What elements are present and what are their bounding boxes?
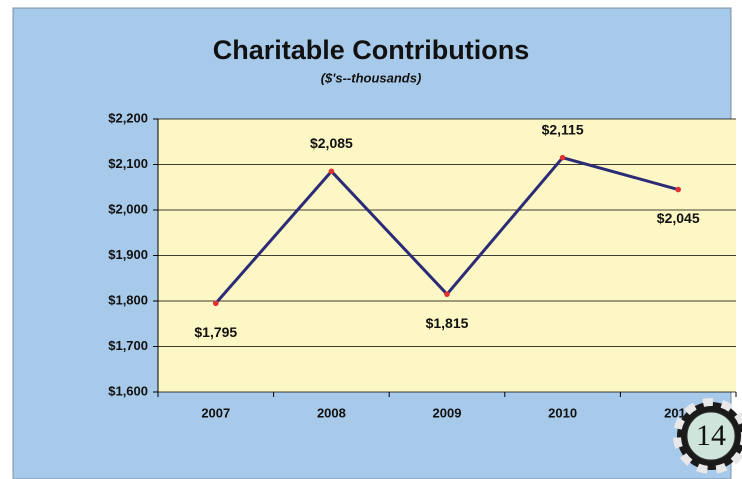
chip-center	[686, 411, 736, 461]
y-tick-label: $1,900	[108, 247, 148, 262]
chart-subtitle: ($'s--thousands)	[321, 70, 422, 85]
data-point	[444, 291, 450, 297]
data-point	[559, 154, 566, 161]
x-tick-label: 2009	[433, 405, 462, 420]
data-label: $2,045	[657, 210, 700, 226]
data-label: $1,815	[426, 315, 469, 331]
data-point	[213, 300, 219, 307]
chip-stripes	[673, 398, 742, 474]
data-label: $2,115	[542, 121, 584, 137]
data-point	[675, 186, 681, 193]
data-label: $1,795	[194, 324, 237, 340]
y-tick-label: $1,800	[108, 292, 148, 307]
y-tick-label: $2,000	[108, 201, 148, 216]
page-chip: 14	[673, 398, 742, 474]
chart-title: Charitable Contributions	[213, 35, 530, 65]
data-point	[328, 168, 335, 175]
y-tick-label: $1,700	[108, 338, 148, 353]
data-label: $2,085	[310, 135, 353, 151]
page-number: 14	[696, 419, 726, 452]
x-tick-label: 2010	[548, 405, 577, 420]
x-tick-label: 2007	[201, 405, 230, 420]
x-tick-label: 2008	[317, 405, 346, 420]
y-tick-label: $1,600	[108, 383, 148, 398]
y-tick-label: $2,100	[108, 156, 148, 171]
y-tick-label: $2,200	[108, 110, 148, 125]
